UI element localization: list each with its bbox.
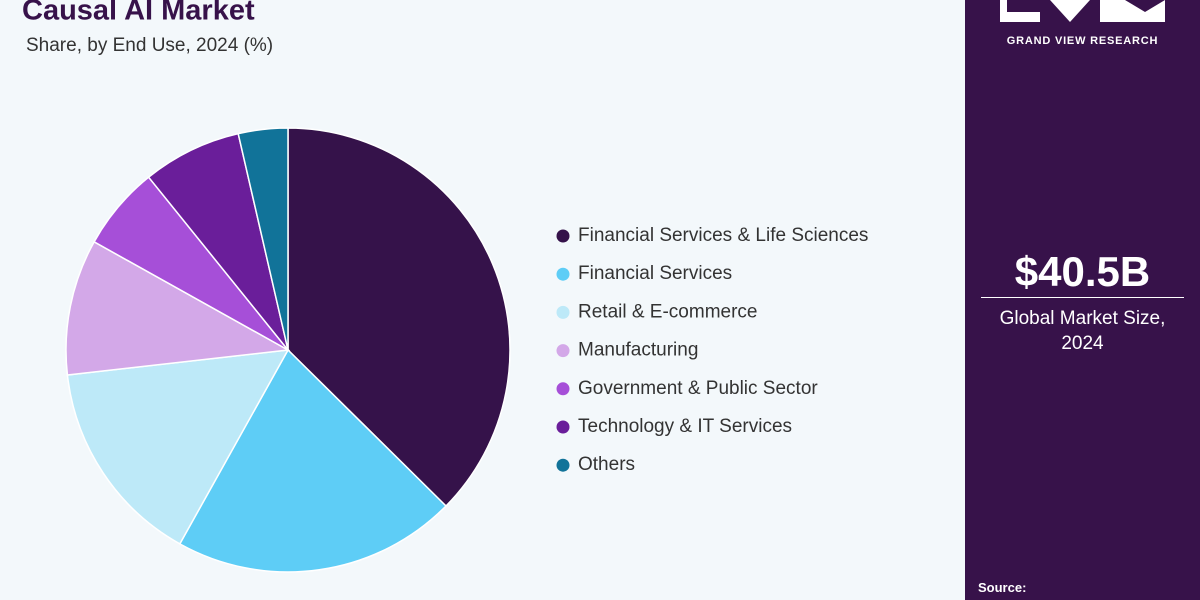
pie-slice	[237, 127, 289, 351]
legend-marker	[556, 344, 570, 358]
pie-slice	[66, 349, 290, 545]
market-size-label: Global Market Size, 2024	[999, 308, 1166, 354]
legend-label: Financial Services	[578, 263, 732, 284]
legend-label: Retail & E-commerce	[578, 301, 758, 322]
legend-label: Manufacturing	[578, 340, 698, 361]
side-panel: GRAND VIEW RESEARCH $40.5B Global Market…	[965, 0, 1200, 600]
legend-marker	[556, 382, 570, 396]
legend-marker	[556, 305, 570, 319]
pie-slice	[65, 240, 291, 376]
market-size: $40.5B	[1014, 248, 1151, 295]
logo	[1000, 0, 1165, 22]
pie-slice	[147, 132, 289, 351]
legend-label: Technology & IT Services	[578, 416, 792, 437]
pie-slice	[178, 348, 448, 573]
source-label: Source:	[978, 580, 1027, 595]
brand: GRAND VIEW RESEARCH	[1006, 35, 1159, 47]
legend-marker	[556, 229, 570, 243]
legend-marker	[556, 420, 570, 434]
chart-title: Causal AI Market	[22, 0, 255, 27]
chart: Causal AI Market Share, by End Use, 2024…	[22, 0, 868, 573]
legend-marker	[556, 458, 570, 472]
legend-label: Government & Public Sector	[578, 378, 818, 399]
pie-slice	[287, 127, 511, 508]
legend-marker	[556, 267, 570, 281]
legend-label: Financial Services & Life Sciences	[578, 225, 868, 246]
divider	[981, 297, 1184, 298]
chart-subtitle: Share, by End Use, 2024 (%)	[26, 35, 273, 56]
legend-label: Others	[578, 454, 635, 475]
